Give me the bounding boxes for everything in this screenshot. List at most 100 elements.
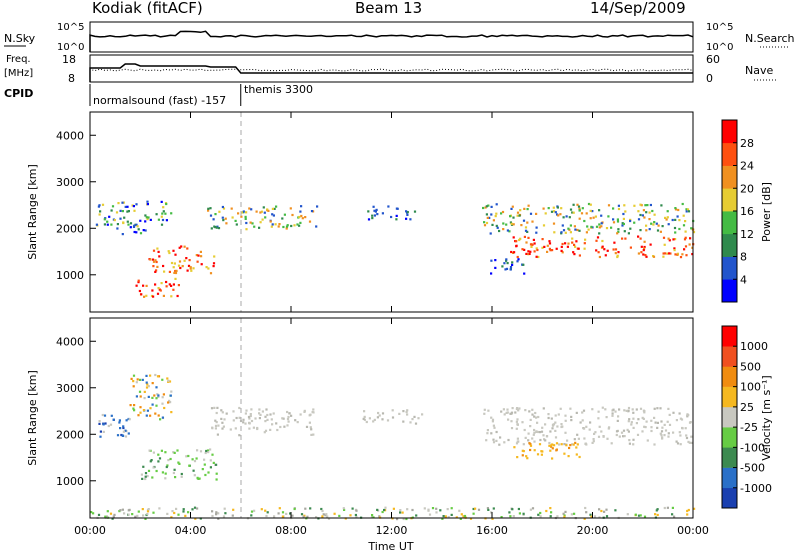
velocity-cell-r3	[211, 426, 214, 429]
power-cell-r7	[685, 254, 688, 257]
velocity-colorbar-label: Velocity [m s⁻¹]	[760, 375, 773, 460]
velocity-cell-r3	[249, 414, 252, 418]
power-cell-r0	[116, 223, 119, 226]
velocity-cell-r7	[250, 510, 254, 513]
power-cell-r7	[616, 254, 619, 257]
power-cell-r4	[237, 212, 240, 215]
velocity-cell-r3	[287, 420, 290, 423]
power-cell-r6	[684, 230, 687, 233]
power-cell-r0	[121, 201, 124, 204]
velocity-cell-r2	[209, 459, 212, 462]
power-cell-r7	[535, 255, 538, 258]
velocity-cell-r3	[238, 406, 241, 410]
velocity-cell-r2	[176, 449, 179, 452]
velocity-cell-r7	[673, 515, 676, 518]
velocity-cell-r7	[637, 514, 641, 517]
power-cell-r6	[643, 216, 646, 219]
velocity-cell-r2	[166, 464, 169, 467]
power-cell-r4	[262, 206, 265, 209]
velocity-cell-r5	[537, 430, 540, 434]
velocity-cell-r3	[214, 419, 217, 422]
power-cell-r6	[678, 227, 681, 231]
power-colorbar-tick-6: 28	[740, 137, 754, 150]
power-cell-r2	[152, 249, 156, 252]
velocity-cell-r0	[118, 419, 121, 422]
velocity-cell-r2	[207, 471, 210, 474]
velocity-cell-r7	[333, 512, 336, 515]
power-cell-r7	[666, 252, 669, 255]
power-cell-r7	[595, 249, 598, 252]
power-cell-r4	[225, 222, 228, 225]
power-cell-r7	[575, 240, 578, 243]
velocity-cell-r5	[515, 442, 519, 445]
velocity-cell-r3	[269, 428, 272, 431]
velocity-cell-r2	[157, 460, 160, 463]
power-cell-r2	[179, 266, 182, 270]
power-cell-r6	[508, 230, 511, 233]
velocity-cell-r5	[643, 425, 646, 428]
power-cell-r7	[527, 253, 530, 256]
power-cell-r2	[213, 255, 216, 258]
power-cell-r6	[621, 224, 624, 227]
velocity-cell-r7	[549, 507, 552, 510]
power-cell-r7	[612, 248, 615, 251]
velocity-cell-r5	[675, 419, 678, 422]
velocity-cell-r7	[477, 508, 481, 511]
power-cell-r6	[639, 213, 642, 217]
power-colorbar-segment-5	[722, 165, 737, 189]
velocity-cell-r7	[111, 517, 114, 520]
velocity-cell-r5	[627, 420, 630, 423]
velocity-cell-r7	[381, 510, 384, 514]
velocity-cell-r5	[601, 406, 604, 409]
velocity-cell-r5	[583, 437, 586, 440]
velocity-cell-r7	[462, 515, 465, 518]
power-cell-r0	[146, 203, 149, 206]
power-cell-r6	[529, 212, 533, 215]
velocity-cell-r5	[490, 432, 493, 435]
velocity-cell-r7	[522, 512, 525, 515]
velocity-cell-r5	[521, 421, 524, 424]
power-cell-r7	[574, 245, 577, 248]
velocity-cell-r6	[572, 443, 575, 446]
power-cell-r4	[215, 226, 218, 229]
power-cell-r6	[501, 210, 505, 214]
velocity-cell-r2	[167, 459, 170, 462]
velocity-cell-r0	[118, 421, 121, 424]
velocity-cell-r1	[170, 390, 173, 393]
power-panel: 1000 2000 3000 4000 Slant Range [km] 4 8 12 16…	[26, 111, 773, 313]
velocity-cell-r2	[197, 477, 200, 480]
velocity-cell-r5	[515, 407, 518, 411]
power-cell-r4	[250, 208, 253, 211]
velocity-cell-r0	[121, 434, 124, 437]
power-cell-r6	[598, 223, 601, 226]
velocity-cell-r5	[551, 427, 554, 430]
velocity-cell-r3	[286, 418, 290, 421]
velocity-cell-r7	[170, 516, 173, 519]
freq-trace	[89, 63, 693, 82]
velocity-cell-r7	[321, 515, 324, 518]
velocity-cell-r1	[132, 385, 135, 388]
velocity-cell-r5	[533, 415, 536, 418]
velocity-cell-r4	[406, 409, 409, 412]
velocity-cell-r2	[148, 449, 151, 452]
power-cell-r1	[137, 228, 140, 231]
velocity-cell-r5	[650, 429, 653, 433]
power-cell-r1	[122, 221, 125, 224]
power-cell-r6	[519, 209, 522, 212]
power-cell-r6	[571, 211, 574, 214]
power-cell-r0	[145, 216, 148, 219]
power-cell-r6	[492, 219, 495, 222]
velocity-cell-r5	[493, 426, 496, 429]
power-cell-r2	[157, 250, 160, 253]
velocity-cell-r7	[573, 512, 576, 515]
velocity-cell-r6	[563, 452, 566, 455]
velocity-cell-r1	[167, 401, 170, 404]
power-cell-r4	[273, 207, 276, 210]
power-cell-r6	[616, 232, 619, 235]
power-cell-r7	[573, 253, 576, 256]
velocity-cell-r3	[310, 428, 313, 431]
velocity-cell-r5	[558, 443, 561, 446]
velocity-cell-r7	[655, 509, 658, 512]
velocity-cell-r5	[678, 412, 681, 415]
velocity-cell-r5	[491, 420, 494, 423]
